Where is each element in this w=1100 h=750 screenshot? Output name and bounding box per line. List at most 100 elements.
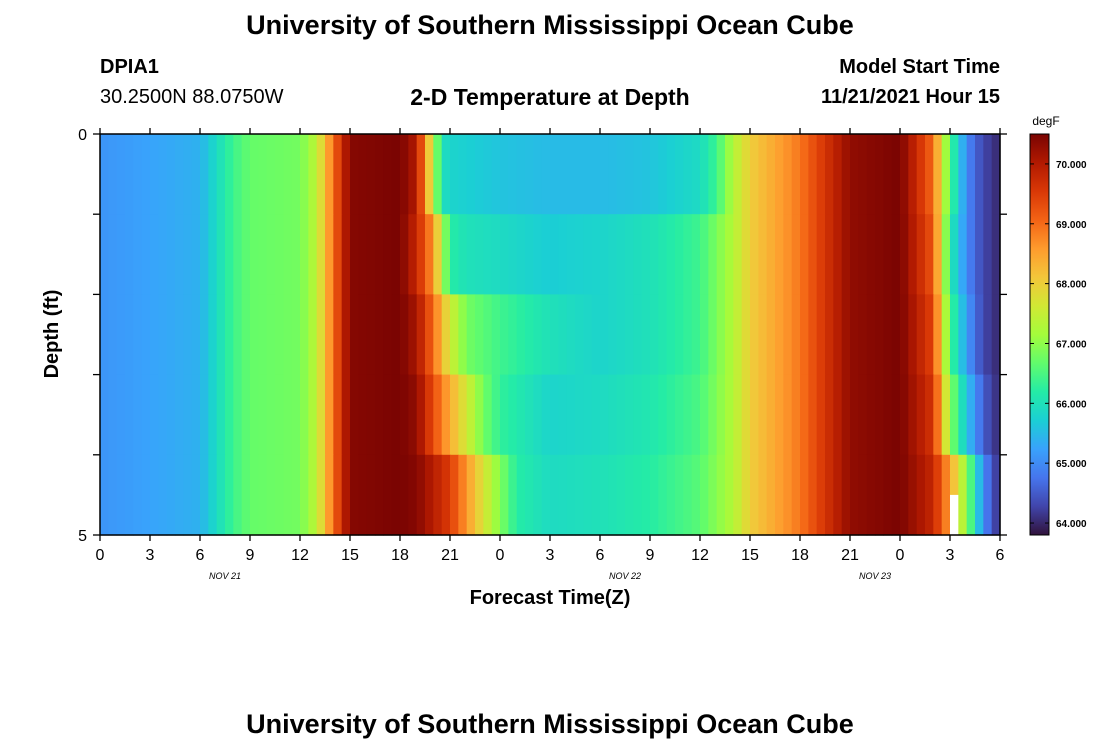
- heatmap-cell: [758, 134, 768, 215]
- heatmap-cell: [158, 134, 168, 215]
- heatmap-cell: [433, 294, 443, 376]
- heatmap-cell: [441, 374, 451, 456]
- heatmap-cell: [100, 374, 109, 456]
- heatmap-cell: [375, 214, 384, 295]
- heatmap-cell: [941, 134, 951, 215]
- heatmap-cell: [658, 294, 668, 376]
- heatmap-cell: [966, 374, 976, 456]
- heatmap-cell: [566, 374, 576, 456]
- heatmap-cell: [316, 294, 326, 376]
- heatmap-cell: [625, 374, 634, 456]
- heatmap-cell: [516, 454, 526, 536]
- heatmap-cell: [625, 454, 634, 536]
- heatmap-cell: [408, 134, 418, 215]
- x-tick-label: 0: [896, 547, 905, 564]
- heatmap-cell: [133, 454, 143, 536]
- heatmap-cell: [825, 214, 834, 295]
- heatmap-cell: [325, 214, 334, 295]
- heatmap-cell: [533, 374, 543, 456]
- heatmap-cell: [383, 374, 393, 456]
- heatmap-cell: [533, 294, 543, 376]
- heatmap-cell: [466, 214, 476, 295]
- heatmap-cell: [166, 374, 176, 456]
- heatmap-cell: [691, 374, 701, 456]
- heatmap-cell: [883, 374, 893, 456]
- heatmap-cell: [441, 134, 451, 215]
- heatmap-cell: [258, 294, 268, 376]
- heatmap-cell: [141, 214, 151, 295]
- heatmap-cell: [258, 374, 268, 456]
- heatmap-cell: [125, 214, 134, 295]
- heatmap-cell: [525, 454, 534, 536]
- heatmap-cell: [741, 214, 751, 295]
- heatmap-cell: [741, 134, 751, 215]
- heatmap-cell: [475, 134, 484, 215]
- x-date-label: NOV 22: [609, 571, 641, 581]
- heatmap-cell: [208, 214, 218, 295]
- heatmap-cell: [591, 294, 601, 376]
- heatmap-cell: [266, 134, 276, 215]
- heatmap-cell: [533, 454, 543, 536]
- heatmap-cell: [975, 134, 984, 215]
- heatmap-cell: [283, 134, 293, 215]
- heatmap-cell: [883, 134, 893, 215]
- heatmap-cell: [275, 374, 284, 456]
- model-start-label: Model Start Time: [839, 56, 1000, 78]
- heatmap-cell: [600, 454, 609, 536]
- heatmap-cell: [741, 454, 751, 536]
- heatmap-cell: [241, 214, 251, 295]
- heatmap-cell: [241, 294, 251, 376]
- heatmap-cell: [725, 134, 734, 215]
- heatmap-cell: [991, 454, 1001, 536]
- heatmap-cell: [925, 294, 934, 376]
- heatmap-cell: [666, 294, 676, 376]
- heatmap-cell: [975, 294, 984, 376]
- heatmap-cell: [791, 454, 801, 536]
- heatmap-cell: [575, 214, 584, 295]
- heatmap-cell: [250, 294, 259, 376]
- heatmap-cell: [158, 374, 168, 456]
- heatmap-cell: [800, 294, 809, 376]
- heatmap-cell: [283, 454, 293, 536]
- colorbar-unit: degF: [1032, 114, 1059, 128]
- heatmap-cell: [633, 454, 643, 536]
- heatmap-cell: [575, 374, 584, 456]
- heatmap-cell: [675, 454, 684, 536]
- heatmap-cell: [808, 214, 818, 295]
- x-date-label: NOV 21: [209, 571, 241, 581]
- colorbar-tick-label: 65.000: [1056, 459, 1087, 470]
- heatmap-cell: [583, 214, 593, 295]
- heatmap-cell: [375, 134, 384, 215]
- heatmap-cell: [641, 134, 651, 215]
- heatmap-cell: [791, 214, 801, 295]
- heatmap-cell: [491, 214, 501, 295]
- heatmap-cell: [491, 454, 501, 536]
- colorbar-tick-label: 69.000: [1056, 220, 1087, 231]
- heatmap-cell: [350, 374, 359, 456]
- heatmap-cell: [341, 134, 351, 215]
- heatmap-cell: [966, 454, 976, 536]
- heatmap-cell: [958, 214, 968, 295]
- x-axis-label: Forecast Time(Z): [470, 587, 631, 609]
- heatmap-cell: [291, 374, 301, 456]
- heatmap-cell: [725, 374, 734, 456]
- heatmap-cell: [658, 134, 668, 215]
- y-axis: 05: [78, 127, 1007, 545]
- heatmap-cell: [633, 374, 643, 456]
- heatmap-cell: [291, 214, 301, 295]
- heatmap-cell: [958, 134, 968, 215]
- heatmap-cell: [350, 294, 359, 376]
- heatmap-cell: [775, 294, 784, 376]
- heatmap-cell: [375, 294, 384, 376]
- heatmap-cell: [575, 454, 584, 536]
- heatmap-cell: [216, 374, 226, 456]
- heatmap-cell: [933, 134, 943, 215]
- heatmap-cell: [308, 294, 318, 376]
- heatmap-cell: [266, 214, 276, 295]
- heatmap-cell: [450, 134, 459, 215]
- heatmap-cell: [950, 134, 959, 215]
- heatmap-cell: [800, 214, 809, 295]
- heatmap-cell: [175, 134, 184, 215]
- heatmap-cell: [766, 454, 776, 536]
- heatmap-cell: [383, 294, 393, 376]
